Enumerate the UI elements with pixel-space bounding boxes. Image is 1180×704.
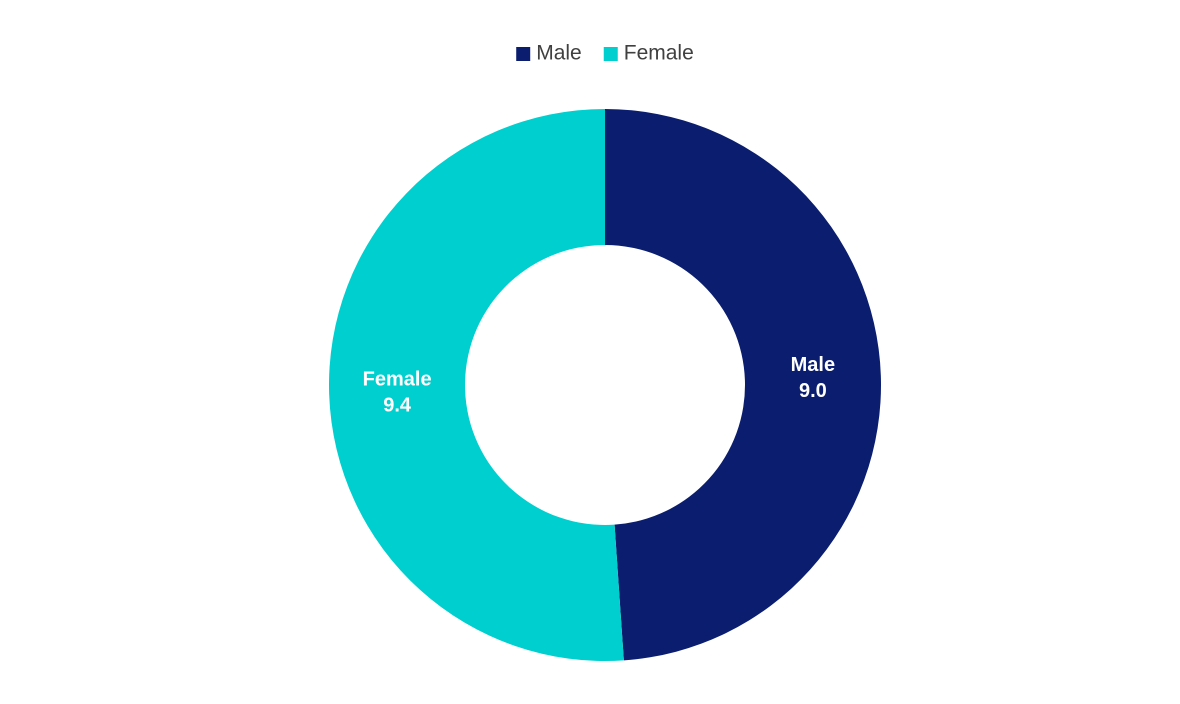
slice-value-label: 9.4 bbox=[383, 394, 412, 416]
donut-slice bbox=[605, 109, 882, 661]
donut-slice bbox=[329, 109, 624, 661]
legend: Male Female bbox=[516, 42, 694, 65]
legend-label: Male bbox=[536, 42, 582, 65]
slice-category-label: Male bbox=[791, 354, 835, 376]
slice-category-label: Female bbox=[363, 368, 432, 390]
legend-label: Female bbox=[624, 42, 694, 65]
legend-swatch bbox=[516, 47, 531, 61]
slice-value-label: 9.0 bbox=[799, 380, 827, 402]
legend-swatch bbox=[603, 47, 618, 61]
